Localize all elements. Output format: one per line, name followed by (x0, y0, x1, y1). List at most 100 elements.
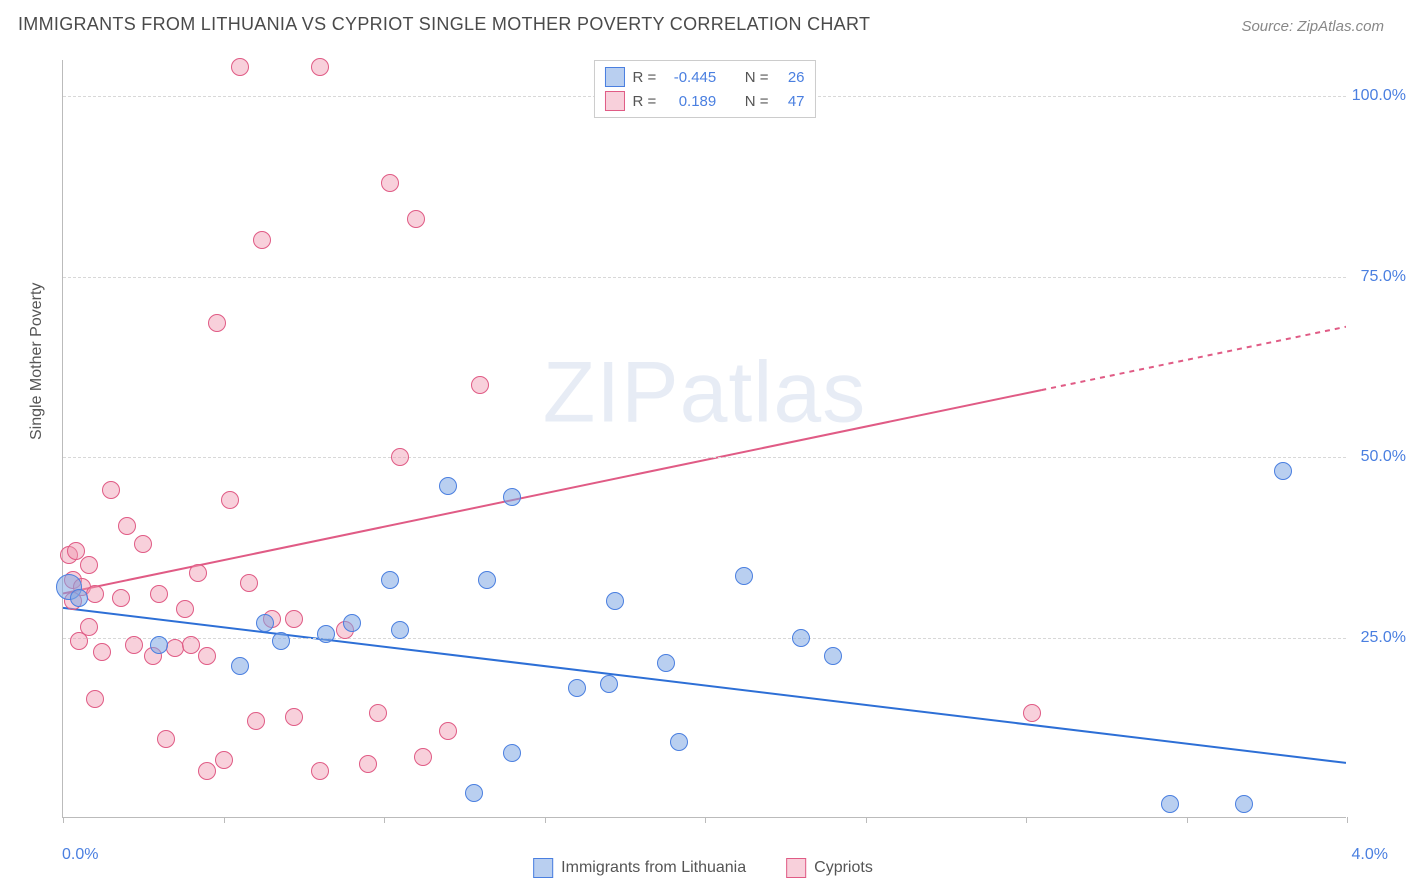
x-tick (705, 817, 706, 823)
data-point (247, 712, 265, 730)
legend-swatch (786, 858, 806, 878)
x-axis-min-label: 0.0% (62, 846, 98, 864)
data-point (86, 690, 104, 708)
data-point (285, 708, 303, 726)
data-point (93, 643, 111, 661)
data-point (208, 314, 226, 332)
grid-line (63, 638, 1346, 639)
x-tick (224, 817, 225, 823)
data-point (503, 744, 521, 762)
correlation-legend: R = -0.445 N = 26 R = 0.189 N = 47 (593, 60, 815, 118)
data-point (439, 477, 457, 495)
legend-swatch (604, 91, 624, 111)
data-point (792, 629, 810, 647)
data-point (381, 571, 399, 589)
data-point (102, 481, 120, 499)
data-point (465, 784, 483, 802)
y-tick-label: 25.0% (1351, 629, 1406, 647)
data-point (215, 751, 233, 769)
data-point (381, 174, 399, 192)
data-point (657, 654, 675, 672)
x-tick (1347, 817, 1348, 823)
data-point (606, 592, 624, 610)
grid-line (63, 457, 1346, 458)
data-point (600, 675, 618, 693)
watermark-light: atlas (680, 345, 867, 441)
r-value: -0.445 (664, 69, 716, 86)
legend-row: R = -0.445 N = 26 (604, 65, 804, 89)
data-point (285, 610, 303, 628)
data-point (150, 585, 168, 603)
scatter-plot: ZIPatlas R = -0.445 N = 26 R = 0.189 N = 47 2… (62, 60, 1346, 818)
x-tick (545, 817, 546, 823)
data-point (1161, 795, 1179, 813)
x-axis-max-label: 4.0% (1352, 846, 1388, 864)
data-point (182, 636, 200, 654)
data-point (391, 621, 409, 639)
y-tick-label: 50.0% (1351, 448, 1406, 466)
r-label: R = (632, 69, 656, 86)
data-point (231, 657, 249, 675)
data-point (150, 636, 168, 654)
trend-lines (63, 60, 1346, 817)
data-point (80, 556, 98, 574)
data-point (824, 647, 842, 665)
x-tick (384, 817, 385, 823)
chart-container: IMMIGRANTS FROM LITHUANIA VS CYPRIOT SIN… (0, 0, 1406, 892)
r-label: R = (632, 93, 656, 110)
n-value: 47 (777, 93, 805, 110)
y-tick-label: 75.0% (1351, 268, 1406, 286)
data-point (503, 488, 521, 506)
data-point (670, 733, 688, 751)
data-point (253, 231, 271, 249)
data-point (343, 614, 361, 632)
legend-swatch (604, 67, 624, 87)
legend-label: Immigrants from Lithuania (561, 859, 746, 877)
data-point (112, 589, 130, 607)
data-point (407, 210, 425, 228)
data-point (311, 762, 329, 780)
legend-item: Immigrants from Lithuania (533, 858, 746, 878)
data-point (568, 679, 586, 697)
data-point (735, 567, 753, 585)
data-point (439, 722, 457, 740)
n-label: N = (745, 69, 769, 86)
y-axis-label: Single Mother Poverty (28, 283, 46, 440)
x-tick (1026, 817, 1027, 823)
data-point (369, 704, 387, 722)
data-point (240, 574, 258, 592)
data-point (478, 571, 496, 589)
n-label: N = (745, 93, 769, 110)
data-point (1235, 795, 1253, 813)
data-point (1274, 462, 1292, 480)
data-point (198, 762, 216, 780)
watermark: ZIPatlas (543, 344, 866, 443)
data-point (189, 564, 207, 582)
data-point (231, 58, 249, 76)
data-point (414, 748, 432, 766)
data-point (1023, 704, 1041, 722)
data-point (471, 376, 489, 394)
data-point (221, 491, 239, 509)
data-point (134, 535, 152, 553)
r-value: 0.189 (664, 93, 716, 110)
legend-label: Cypriots (814, 859, 873, 877)
grid-line (63, 277, 1346, 278)
data-point (118, 517, 136, 535)
data-point (311, 58, 329, 76)
x-tick (866, 817, 867, 823)
data-point (86, 585, 104, 603)
data-point (391, 448, 409, 466)
series-legend: Immigrants from Lithuania Cypriots (533, 858, 873, 878)
data-point (256, 614, 274, 632)
x-tick (1187, 817, 1188, 823)
n-value: 26 (777, 69, 805, 86)
data-point (67, 542, 85, 560)
data-point (80, 618, 98, 636)
legend-swatch (533, 858, 553, 878)
data-point (176, 600, 194, 618)
data-point (198, 647, 216, 665)
source-attribution: Source: ZipAtlas.com (1241, 18, 1384, 35)
data-point (317, 625, 335, 643)
chart-title: IMMIGRANTS FROM LITHUANIA VS CYPRIOT SIN… (18, 14, 870, 35)
